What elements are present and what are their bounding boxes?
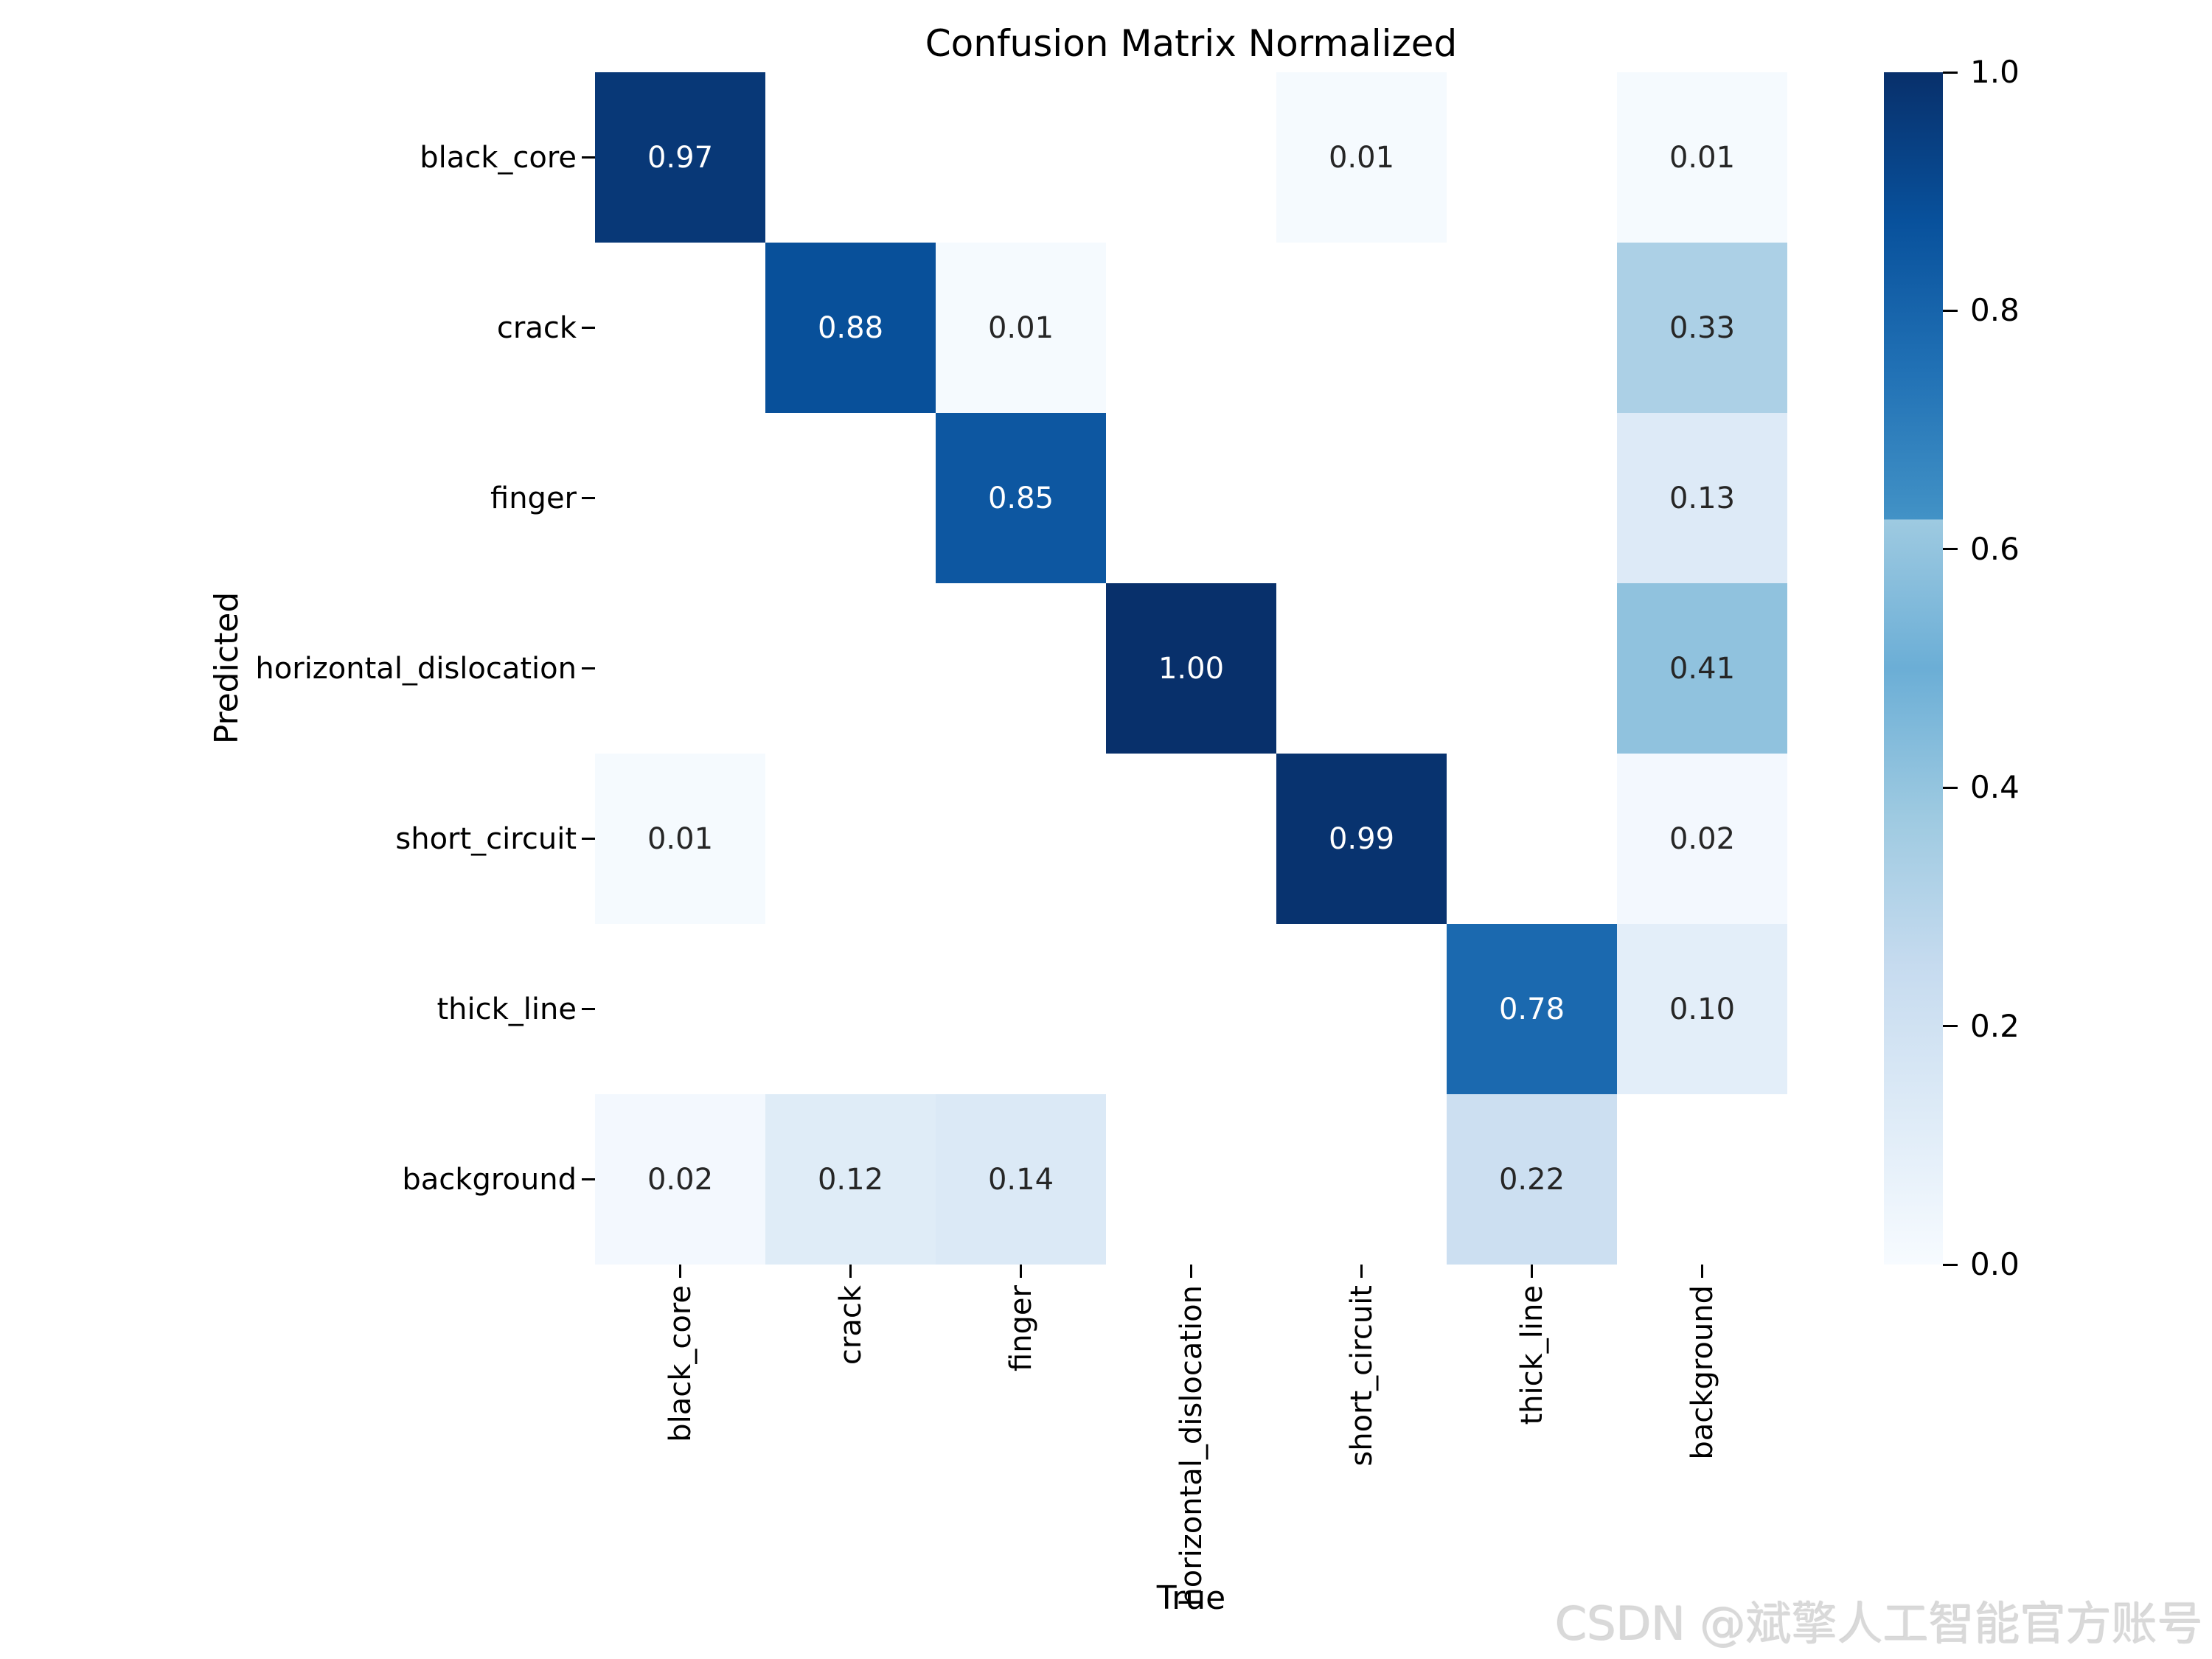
heatmap-cell: 0.41: [1617, 583, 1787, 754]
x-tick-label: finger: [1004, 1285, 1038, 1371]
heatmap-cell: 0.01: [1276, 72, 1447, 243]
watermark: CSDN @斌擎人工智能官方账号: [1555, 1597, 2203, 1651]
y-tick-mark: [582, 156, 595, 159]
y-tick-mark: [582, 327, 595, 329]
heatmap-cell: 0.01: [936, 243, 1106, 413]
heatmap-cell: 0.33: [1617, 243, 1787, 413]
x-tick-mark: [1701, 1265, 1703, 1278]
heatmap-cell: 0.14: [936, 1094, 1106, 1265]
heatmap-cell: 0.01: [595, 754, 765, 924]
heatmap-cell: 0.10: [1617, 924, 1787, 1094]
y-tick-label: thick_line: [437, 992, 577, 1026]
y-tick-label: horizontal_dislocation: [255, 651, 577, 686]
x-tick-label: crack: [833, 1285, 868, 1366]
x-tick-mark: [1190, 1265, 1192, 1278]
x-tick-label: short_circuit: [1344, 1285, 1379, 1467]
heatmap-cell: 0.01: [1617, 72, 1787, 243]
x-tick-mark: [1531, 1265, 1533, 1278]
x-axis-title: True: [1156, 1579, 1226, 1617]
y-tick-label: finger: [490, 481, 577, 515]
heatmap-cell: 0.02: [595, 1094, 765, 1265]
heatmap-cell: 0.22: [1447, 1094, 1617, 1265]
y-tick-label: crack: [496, 310, 577, 345]
heatmap-cell: 0.85: [936, 413, 1106, 583]
heatmap-cell: 0.97: [595, 72, 765, 243]
y-tick-label: short_circuit: [395, 821, 577, 856]
y-tick-mark: [582, 497, 595, 499]
colorbar-tick-mark: [1943, 548, 1958, 551]
colorbar-tick-mark: [1943, 1263, 1958, 1266]
x-tick-mark: [849, 1265, 852, 1278]
heatmap-cell: 0.88: [765, 243, 936, 413]
colorbar-tick-label: 0.0: [1970, 1246, 2020, 1282]
heatmap-cell: 1.00: [1106, 583, 1276, 754]
colorbar-tick-label: 0.6: [1970, 530, 2020, 567]
x-tick-label: horizontal_dislocation: [1174, 1285, 1208, 1607]
colorbar-tick-label: 0.2: [1970, 1007, 2020, 1044]
y-tick-label: black_core: [420, 140, 577, 175]
x-tick-mark: [1020, 1265, 1022, 1278]
colorbar-gradient: [1884, 72, 1943, 1265]
y-tick-mark: [582, 838, 595, 840]
heatmap-cell: 0.78: [1447, 924, 1617, 1094]
colorbar-tick-mark: [1943, 71, 1958, 74]
x-tick-mark: [1360, 1265, 1363, 1278]
y-tick-mark: [582, 1008, 595, 1010]
heatmap-cell: 0.13: [1617, 413, 1787, 583]
colorbar-tick-label: 0.4: [1970, 769, 2020, 806]
x-tick-mark: [679, 1265, 681, 1278]
chart-title: Confusion Matrix Normalized: [925, 22, 1458, 65]
heatmap-cell: 0.02: [1617, 754, 1787, 924]
colorbar-tick-mark: [1943, 1025, 1958, 1028]
x-tick-label: thick_line: [1514, 1285, 1549, 1425]
heatmap-cell: 0.99: [1276, 754, 1447, 924]
colorbar-tick-mark: [1943, 786, 1958, 789]
colorbar-tick-label: 0.8: [1970, 292, 2020, 329]
x-tick-label: background: [1685, 1285, 1719, 1460]
y-tick-label: background: [402, 1162, 577, 1197]
y-tick-mark: [582, 667, 595, 669]
heatmap-cell: 0.12: [765, 1094, 936, 1265]
colorbar-tick-label: 1.0: [1970, 54, 2020, 90]
colorbar-tick-mark: [1943, 309, 1958, 312]
x-tick-label: black_core: [663, 1285, 698, 1442]
y-tick-mark: [582, 1178, 595, 1180]
